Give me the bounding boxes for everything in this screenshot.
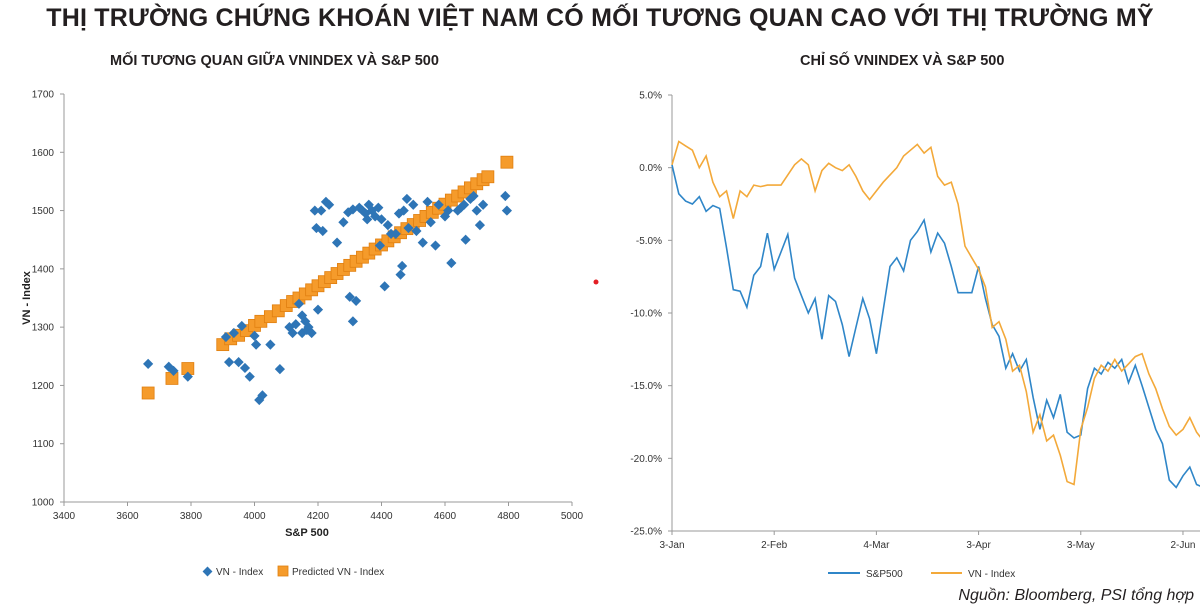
vn-index-line xyxy=(671,140,1200,486)
line-y-tick-label: -20.0% xyxy=(630,454,662,465)
line-x-tick-label: 3-May xyxy=(1067,540,1095,551)
vn-index-point xyxy=(244,371,255,382)
source-note: Nguồn: Bloomberg, PSI tổng hợp xyxy=(958,587,1194,604)
scatter-x-tick-label: 3600 xyxy=(116,511,139,522)
line-x-tick-label: 2-Feb xyxy=(761,540,788,551)
vn-index-point xyxy=(395,269,406,280)
scatter-x-tick-label: 4600 xyxy=(434,511,457,522)
vn-index-point xyxy=(422,196,433,207)
vn-index-point xyxy=(379,281,390,292)
legend-sp500-label: S&P500 xyxy=(866,569,903,580)
vn-index-point xyxy=(474,220,486,231)
scatter-x-tick-label: 4200 xyxy=(307,511,330,522)
vn-index-point xyxy=(274,364,285,375)
vn-index-point xyxy=(239,362,251,374)
red-dot xyxy=(593,279,599,285)
line-x-tick-label: 2-Jun xyxy=(1170,540,1195,551)
vn-index-point xyxy=(220,331,232,343)
vn-index-point xyxy=(312,304,324,315)
vn-index-point xyxy=(224,357,235,368)
vn-index-point xyxy=(182,371,193,382)
predicted-point xyxy=(500,155,514,169)
main-title: THỊ TRƯỜNG CHỨNG KHOÁN VIỆT NAM CÓ MỐI T… xyxy=(46,4,1154,32)
line-y-tick-label: -15.0% xyxy=(630,381,662,392)
vn-index-point xyxy=(250,339,262,350)
vn-index-point xyxy=(458,199,470,210)
vn-index-point xyxy=(257,390,268,401)
predicted-point xyxy=(141,386,155,400)
legend-vn-line-label: VN - Index xyxy=(968,569,1015,580)
vn-index-point xyxy=(265,339,276,350)
vn-index-point xyxy=(338,217,349,228)
vn-index-point xyxy=(316,205,327,216)
vn-index-point xyxy=(471,205,482,216)
predicted-point xyxy=(481,170,495,184)
scatter-x-tick-label: 4800 xyxy=(497,511,520,522)
vn-index-point xyxy=(446,257,457,269)
scatter-y-tick-label: 1100 xyxy=(32,439,54,450)
vn-index-point xyxy=(347,316,359,327)
scatter-x-tick-label: 3800 xyxy=(180,511,203,522)
line-y-tick-label: -25.0% xyxy=(630,527,662,538)
line-x-tick-label: 3-Apr xyxy=(966,540,991,551)
scatter-chart: 1000 1100 1200 1300 1400 1500 1600 1700 3400 360… xyxy=(21,90,584,579)
vn-index-point xyxy=(397,260,408,272)
scatter-y-axis-label: VN - Index xyxy=(21,270,33,325)
line-x-tick-label: 3-Jan xyxy=(659,540,684,551)
vn-index-point xyxy=(287,327,298,339)
line-y-tick-label: -5.0% xyxy=(636,236,662,247)
vn-index-point xyxy=(390,228,401,239)
line-y-tick-label: 5.0% xyxy=(639,91,662,102)
scatter-y-tick-label: 1200 xyxy=(32,381,55,392)
vn-index-point xyxy=(501,205,513,216)
vn-index-point xyxy=(417,237,428,248)
vn-index-point xyxy=(411,225,422,237)
vn-index-point xyxy=(293,298,305,309)
vn-index-point xyxy=(168,365,179,376)
line-y-tick-label: 0.0% xyxy=(639,163,662,174)
line-chart: 5.0% 0.0% -5.0% -10.0% -15.0% -20.0% -25.0% 3-… xyxy=(630,91,1200,580)
vn-index-point xyxy=(236,320,247,332)
scatter-x-tick-label: 4400 xyxy=(370,511,393,522)
scatter-x-tick-label: 5000 xyxy=(561,511,584,522)
vn-index-point xyxy=(309,205,320,216)
legend-predicted-marker xyxy=(277,565,289,577)
vn-index-point xyxy=(382,220,393,231)
line-y-tick-label: -10.0% xyxy=(630,309,662,320)
vn-index-point xyxy=(297,310,308,321)
scatter-x-tick-label: 3400 xyxy=(53,511,76,522)
scatter-x-tick-label: 4000 xyxy=(243,511,266,522)
vn-index-point xyxy=(143,358,154,369)
line-x-tick-label: 4-Mar xyxy=(863,540,890,551)
scatter-chart-title: MỐI TƯƠNG QUAN GIỮA VNINDEX VÀ S&P 500 xyxy=(110,53,439,69)
scatter-y-tick-label: 1000 xyxy=(32,498,55,509)
vn-index-point xyxy=(233,357,244,368)
vn-index-point xyxy=(398,205,409,216)
scatter-x-axis-label: S&P 500 xyxy=(285,527,329,539)
sp500-line xyxy=(671,164,1200,489)
scatter-y-tick-label: 1700 xyxy=(32,90,55,101)
legend-vn-index-label: VN - Index xyxy=(216,567,263,578)
vn-index-point xyxy=(443,205,454,216)
scatter-y-tick-label: 1500 xyxy=(32,206,55,217)
scatter-y-tick-label: 1600 xyxy=(32,148,55,159)
legend-vn-index-marker xyxy=(202,566,213,577)
vn-index-point xyxy=(324,199,335,210)
scatter-y-tick-label: 1300 xyxy=(32,323,55,334)
vn-index-point xyxy=(351,295,362,307)
vn-index-point xyxy=(403,222,414,234)
vn-index-point xyxy=(249,330,260,341)
scatter-y-tick-label: 1400 xyxy=(32,264,55,275)
vn-index-point xyxy=(344,291,355,302)
vn-index-point xyxy=(290,319,301,330)
vn-index-point xyxy=(500,190,511,202)
vn-index-point xyxy=(331,237,343,248)
vn-index-point xyxy=(228,327,239,339)
line-chart-title: CHỈ SỐ VNINDEX VÀ S&P 500 xyxy=(800,53,1005,69)
vn-index-point xyxy=(430,240,441,251)
vn-index-point xyxy=(301,324,312,336)
vn-index-point xyxy=(460,234,471,245)
legend-predicted-label: Predicted VN - Index xyxy=(292,567,384,578)
